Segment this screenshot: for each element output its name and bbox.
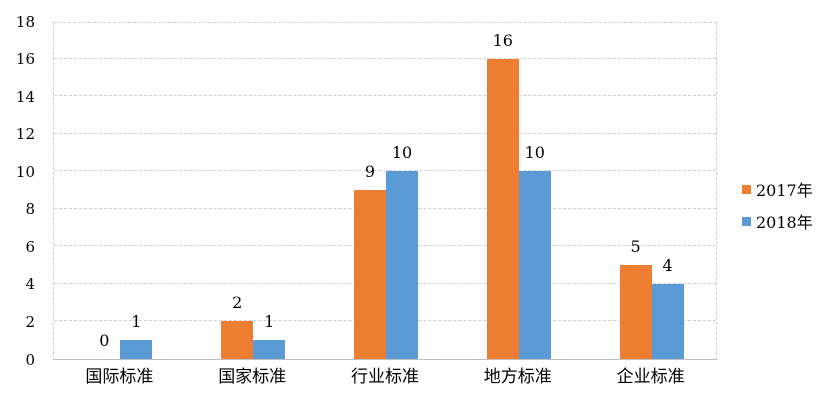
bar-2017年-地方标准 (486, 58, 519, 359)
x-axis-category-label: 地方标准 (483, 367, 552, 387)
bar-value-label: 9 (364, 162, 376, 181)
plot-area: 0 1 2 1 9 10 16 10 5 4 (53, 22, 717, 360)
y-axis-tick-label: 4 (25, 275, 35, 294)
y-axis-tick-label: 16 (15, 50, 35, 69)
bar-value-label: 0 (99, 331, 110, 350)
x-axis-category-label: 企业标准 (616, 367, 685, 387)
bar-2018年-国家标准 (253, 340, 286, 359)
bar-2018年-国际标准 (120, 340, 153, 359)
bar-2018年-地方标准 (518, 171, 551, 359)
bar-value-label: 16 (492, 30, 513, 50)
bar-2018年-企业标准 (651, 283, 684, 359)
legend-swatch-icon (742, 184, 751, 194)
y-axis-tick-label: 2 (25, 312, 35, 331)
bar-value-label: 4 (662, 255, 673, 275)
x-axis-category-label: 国家标准 (218, 367, 287, 387)
gridline (54, 132, 716, 134)
legend-item-2018年: 2018年 (742, 211, 813, 232)
x-axis: 国际标准 国家标准 行业标准 地方标准 企业标准 (53, 366, 717, 390)
legend-item-2017年: 2017年 (742, 179, 813, 200)
bar-value-label: 1 (131, 312, 142, 332)
legend-label: 2017年 (756, 181, 813, 200)
gridline (54, 57, 716, 59)
y-axis-tick-label: 18 (15, 12, 35, 31)
bar-2017年-企业标准 (619, 265, 652, 359)
y-axis-tick-label: 0 (25, 350, 35, 369)
legend: 2017年 2018年 (742, 179, 813, 243)
y-axis-tick-label: 8 (25, 200, 35, 219)
x-axis-category-label: 国际标准 (85, 367, 154, 387)
bar-2017年-行业标准 (354, 190, 386, 359)
legend-swatch-icon (742, 216, 751, 226)
gridline (54, 95, 716, 97)
y-axis-tick-label: 6 (25, 237, 35, 256)
legend-label: 2018年 (756, 213, 813, 232)
bar-value-label: 10 (391, 143, 413, 163)
bar-2017年-国家标准 (221, 321, 254, 359)
bar-value-label: 2 (232, 293, 243, 313)
gridline (54, 170, 716, 172)
y-axis: 0 2 4 6 8 10 12 14 16 18 (0, 13, 35, 369)
y-axis-tick-label: 10 (15, 162, 35, 181)
bar-2018年-行业标准 (386, 171, 418, 359)
y-axis-tick-label: 14 (15, 87, 35, 106)
x-axis-category-label: 行业标准 (350, 367, 419, 387)
bar-value-label: 1 (264, 312, 275, 332)
bar-value-label: 5 (630, 237, 641, 257)
bar-value-label: 10 (524, 143, 545, 163)
y-axis-tick-label: 12 (15, 125, 35, 144)
